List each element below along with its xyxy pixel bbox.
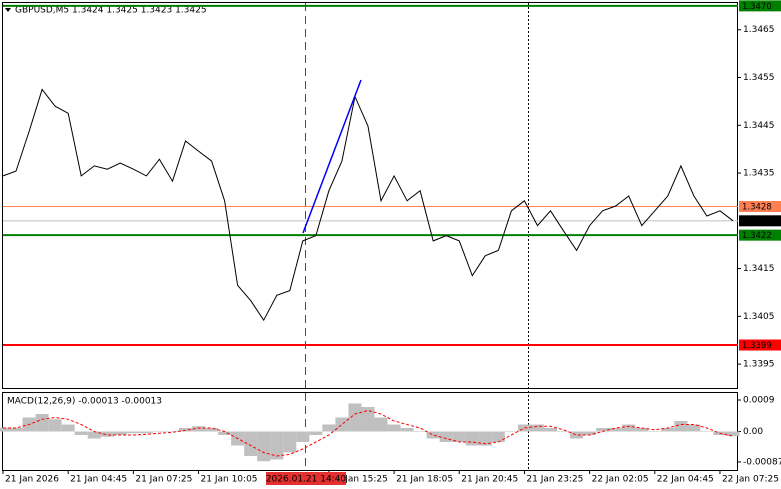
x-tick-label: 21 Jan 07:25: [135, 475, 192, 485]
x-tick-label: 21 Jan 10:05: [201, 475, 258, 485]
macd-bar: [661, 428, 675, 432]
macd-bar: [726, 431, 740, 437]
macd-bar: [622, 424, 636, 432]
macd-bar: [687, 424, 701, 432]
y-tick-label: 1.3405: [743, 312, 775, 322]
y-tick-label: 1.3465: [743, 25, 775, 35]
macd-bar: [113, 431, 127, 435]
y-tick-label: 1.3445: [743, 121, 775, 131]
macd-bar: [270, 431, 284, 460]
macd-bar: [361, 407, 375, 432]
macd-bar: [478, 431, 492, 446]
trendline: [302, 79, 362, 234]
x-tick-label: 22 Jan 07:25: [722, 475, 779, 485]
y-tick-label: 0.00: [743, 427, 763, 437]
macd-bar: [152, 431, 166, 432]
macd-bar: [100, 431, 114, 437]
level-label-box: [739, 200, 781, 212]
macd-bar: [139, 431, 153, 434]
macd-bar: [87, 431, 101, 439]
macd-bar: [543, 428, 558, 432]
macd-bar: [335, 417, 349, 432]
macd-bar: [165, 431, 179, 432]
macd-bar: [348, 403, 362, 432]
signal-line: [3, 409, 734, 457]
crosshair-label-box: [266, 472, 346, 485]
x-tick-label: 21 Jan 15:25: [331, 475, 388, 485]
macd-bar: [48, 419, 62, 432]
macd-bar: [9, 428, 23, 432]
y-tick-label: 0.0009: [743, 396, 775, 406]
macd-bar: [557, 431, 571, 432]
macd-bar: [205, 428, 219, 432]
macd-bar: [178, 428, 193, 432]
crosshair-label: 2026.01.21 14:40: [266, 475, 347, 485]
x-tick-label: 22 Jan 04:45: [657, 475, 714, 485]
x-tick-label: 21 Jan 23:25: [526, 475, 583, 485]
macd-bar: [530, 424, 544, 432]
level-label: 1.3422: [742, 231, 772, 241]
macd-bar: [387, 424, 401, 432]
macd-bar: [674, 421, 688, 432]
macd-bar: [635, 428, 649, 432]
level-label-box: [739, 339, 781, 351]
macd-bar: [61, 424, 75, 432]
y-tick-label: 1.3415: [743, 264, 775, 274]
x-tick-label: 22 Jan 02:05: [592, 475, 649, 485]
macd-bar: [504, 431, 518, 432]
macd-bar: [452, 431, 466, 442]
macd-bar: [244, 431, 258, 456]
macd-bar: [426, 431, 440, 439]
macd-bar: [74, 431, 88, 435]
level-label: 1.3428: [742, 202, 772, 212]
macd-bar: [126, 431, 140, 434]
macd-bar: [596, 428, 610, 432]
macd-bar: [400, 428, 414, 432]
macd-bar: [309, 431, 323, 435]
level-label: 1.3470: [742, 2, 772, 12]
macd-bar: [218, 431, 232, 435]
price-line: [2, 88, 734, 322]
macd-title: MACD(12,26,9) -0.00013 -0.00013: [7, 397, 162, 407]
macd-bar: [283, 431, 297, 453]
x-tick-label: 21 Jan 04:45: [70, 475, 127, 485]
macd-bar: [0, 427, 10, 432]
last-price-label: 1.3425: [742, 217, 772, 227]
price-panel: [2, 2, 738, 389]
macd-bar: [609, 428, 623, 432]
macd-bar: [322, 424, 336, 432]
macd-bar: [296, 431, 310, 442]
macd-bar: [192, 426, 206, 432]
x-tick-label: 21 Jan 2026: [5, 475, 59, 485]
level-label-box: [739, 229, 781, 241]
x-tick-label: 21 Jan 18:05: [396, 475, 453, 485]
title-marker: [5, 8, 11, 12]
macd-bar: [570, 431, 584, 439]
macd-bar: [439, 431, 453, 442]
macd-bar: [374, 417, 388, 432]
chart-title: GBPUSD,M5 1.3424 1.3425 1.3423 1.3425: [15, 6, 207, 16]
x-tick-label: 21 Jan 20:45: [461, 475, 518, 485]
macd-bar: [648, 431, 662, 432]
macd-bar: [413, 431, 427, 432]
y-tick-label: 1.3455: [743, 73, 775, 83]
y-tick-label: 1.3435: [743, 169, 775, 179]
macd-bar: [35, 414, 49, 432]
level-label-box: [739, 0, 781, 12]
last-price-label-box: [739, 215, 781, 227]
level-label: 1.3399: [742, 341, 772, 351]
macd-bar: [700, 431, 714, 432]
macd-bar: [257, 431, 271, 462]
y-tick-label: -0.00087: [743, 457, 781, 467]
macd-bar: [491, 431, 505, 442]
y-tick-label: 1.3395: [743, 360, 775, 370]
macd-bar: [583, 431, 597, 435]
macd-bar: [465, 431, 479, 446]
